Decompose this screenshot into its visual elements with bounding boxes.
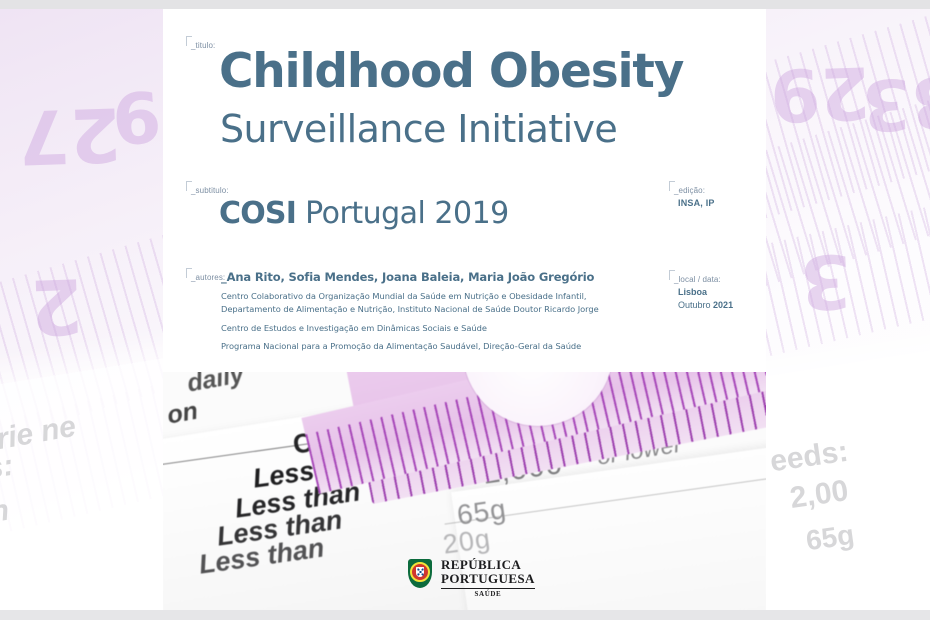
logo-line-portuguesa: PORTUGUESA	[441, 571, 535, 587]
page-subtitle: Surveillance Initiative	[220, 107, 618, 151]
backdrop-tape-number: 3	[797, 236, 854, 326]
affiliation-line: Departamento de Alimentação e Nutrição, …	[221, 304, 599, 315]
backdrop-tape-number: 29	[768, 50, 872, 138]
shield-dots-icon	[416, 568, 424, 576]
label-subtitulo: _subtitulo:	[186, 181, 229, 195]
affiliation-group: Centro de Estudos e Investigação em Dinâ…	[221, 322, 621, 335]
backdrop-tape-number: 33	[859, 59, 930, 147]
edition-value: INSA, IP	[678, 198, 715, 208]
logo-ministry-saude: SAÚDE	[474, 590, 502, 599]
label-autores: _autores:	[185, 268, 226, 282]
backdrop-tape-number: 2	[28, 261, 85, 352]
affiliation-line: Centro Colaborativo da Organização Mundi…	[221, 291, 587, 301]
affiliation-group: Centro Colaborativo da Organização Mundi…	[221, 290, 621, 317]
report-edition-line: COSI Portugal 2019	[219, 196, 509, 231]
photo-text-daily: daily	[185, 372, 246, 398]
place-date-value: Lisboa Outubro 2021	[678, 286, 733, 312]
page-title: Childhood Obesity	[219, 44, 684, 99]
label-local-data: _local / data:	[669, 270, 721, 284]
cosi-country-year: Portugal 2019	[296, 196, 509, 231]
cover-page: _titulo: Childhood Obesity Surveillance …	[163, 0, 766, 620]
cover-text-area: _titulo: Childhood Obesity Surveillance …	[163, 0, 766, 372]
label-edicao: _edição:	[668, 181, 706, 195]
logo-divider	[441, 588, 535, 590]
republica-portuguesa-logo: REPÚBLICA PORTUGUESA SAÚDE	[406, 557, 535, 599]
place-city: Lisboa	[678, 287, 708, 297]
affiliation-group: Programa Nacional para a Promoção da Ali…	[221, 340, 621, 353]
bottom-edge-strip	[0, 610, 930, 620]
affiliation-line: Programa Nacional para a Promoção da Ali…	[221, 341, 582, 352]
label-titulo: _titulo:	[185, 36, 216, 50]
backdrop-photo-text: 65g	[804, 518, 857, 557]
place-date: Outubro 2021	[678, 299, 733, 312]
affiliations-block: Centro Colaborativo da Organização Mundi…	[221, 290, 621, 354]
logo-line-republica: REPÚBLICA	[441, 557, 522, 572]
date-month: Outubro	[678, 300, 711, 311]
top-edge-strip	[0, 0, 930, 9]
portugal-coat-of-arms-icon	[406, 558, 434, 592]
affiliation-line: Centro de Estudos e Investigação em Dinâ…	[221, 322, 487, 333]
photo-text-amount-20g: 20g	[441, 523, 493, 560]
logo-wordmark: REPÚBLICA PORTUGUESA SAÚDE	[441, 557, 535, 599]
photo-text-on: on	[165, 396, 200, 430]
date-year: 2021	[713, 300, 734, 311]
authors-list: _Ana Rito, Sofia Mendes, Joana Baleia, M…	[221, 270, 595, 284]
cosi-acronym: COSI	[219, 196, 297, 231]
backdrop-tape-number: 27	[16, 90, 123, 180]
